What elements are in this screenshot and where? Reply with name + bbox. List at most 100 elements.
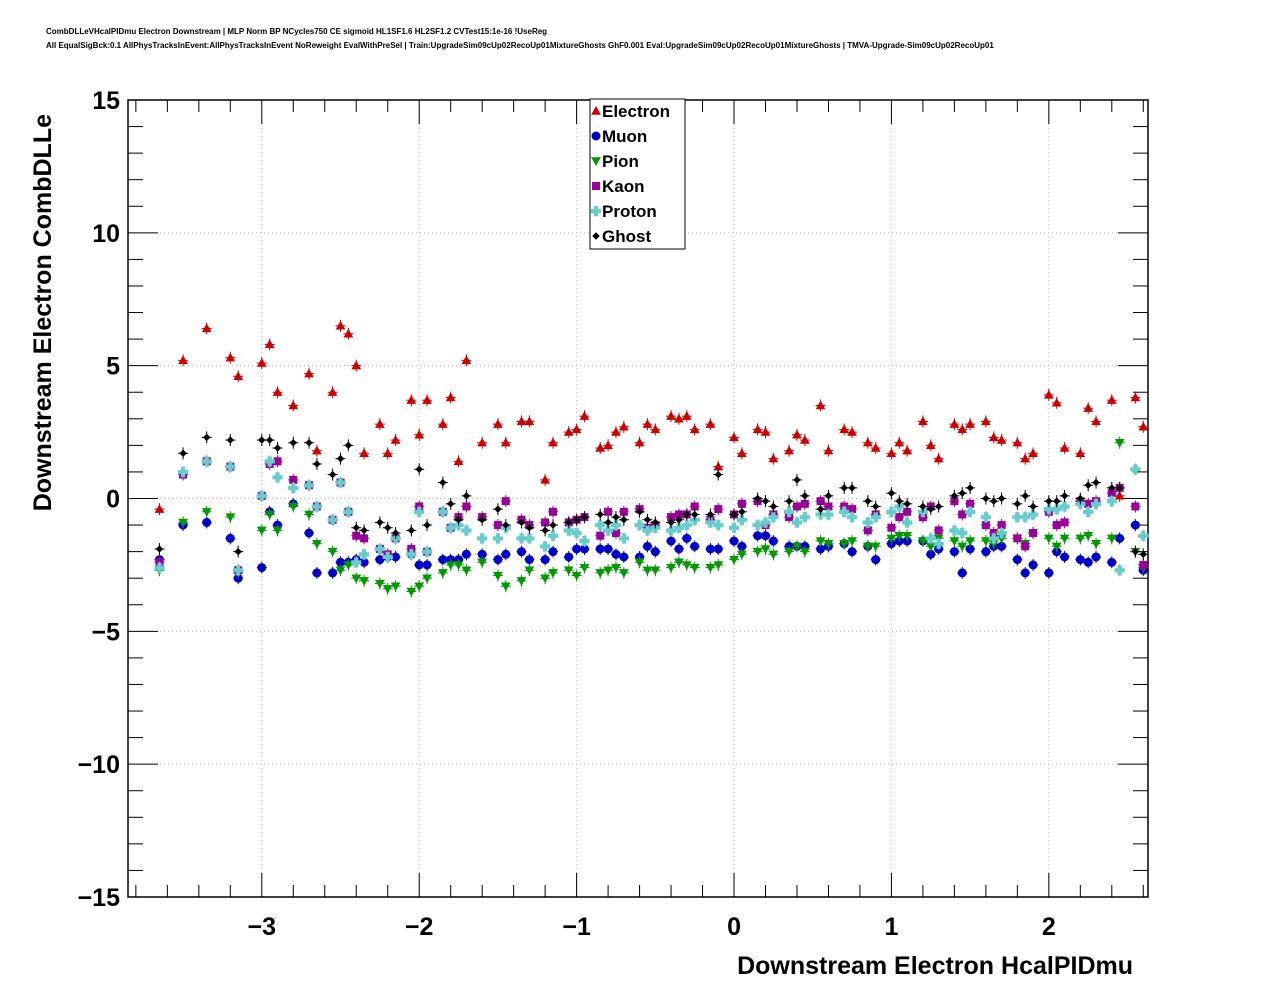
data-point-ghost: [651, 518, 660, 527]
data-point-ghost: [525, 524, 534, 532]
data-point-pion: [390, 582, 401, 592]
data-point-pion: [563, 566, 574, 576]
x-tick-label: 2: [1042, 913, 1056, 941]
data-point-proton: [665, 525, 677, 536]
data-point-pion: [579, 563, 590, 573]
data-point-muon: [650, 547, 660, 557]
data-point-muon: [461, 549, 471, 559]
data-point-proton: [1020, 512, 1031, 523]
data-point-ghost: [903, 500, 911, 508]
data-point-ghost: [258, 436, 266, 444]
data-point-ghost: [714, 470, 722, 479]
data-point-pion: [524, 566, 535, 576]
data-point-electron: [264, 339, 275, 349]
data-point-electron: [760, 427, 771, 436]
data-point-pion: [784, 547, 794, 557]
data-point-electron: [288, 400, 299, 410]
data-point-muon: [705, 544, 715, 554]
data-point-muon: [564, 552, 574, 562]
data-point-muon: [619, 552, 629, 562]
data-point-muon: [713, 544, 723, 554]
data-point-proton: [343, 506, 354, 517]
data-point-electron: [1083, 403, 1094, 412]
data-point-electron: [579, 411, 590, 420]
data-point-proton: [870, 512, 881, 523]
data-point-pion: [957, 542, 968, 552]
data-point-proton: [1138, 530, 1149, 541]
legend-marker-muon: [591, 131, 601, 141]
data-point-electron: [957, 424, 968, 434]
data-point-pion: [815, 537, 826, 547]
data-point-pion: [351, 574, 362, 584]
data-point-ghost: [793, 476, 801, 484]
data-point-ghost: [549, 521, 557, 529]
data-point-proton: [1051, 504, 1062, 515]
data-point-pion: [792, 542, 802, 552]
data-point-pion: [894, 531, 905, 541]
data-point-pion: [406, 587, 417, 597]
data-point-proton: [681, 520, 692, 531]
data-point-electron: [839, 424, 850, 434]
data-point-muon: [682, 533, 692, 543]
data-point-proton: [540, 541, 551, 552]
data-point-electron: [862, 437, 873, 447]
legend-box: [589, 98, 686, 250]
data-point-electron: [493, 419, 503, 428]
data-point-ghost: [565, 518, 573, 527]
data-point-pion: [752, 547, 763, 557]
y-tick-label: −5: [91, 618, 120, 646]
data-point-proton: [492, 533, 504, 544]
data-point-proton: [1090, 498, 1102, 510]
data-point-electron: [611, 427, 621, 436]
data-point-electron: [304, 368, 314, 378]
data-point-pion: [1114, 439, 1125, 448]
data-point-ghost: [305, 439, 313, 447]
data-point-proton: [461, 525, 472, 536]
data-point-ghost: [1115, 484, 1124, 492]
x-tick-label: 1: [884, 913, 898, 941]
data-point-ghost: [612, 513, 620, 521]
data-point-electron: [1106, 395, 1117, 404]
data-point-pion: [1083, 531, 1094, 541]
data-point-muon: [1044, 568, 1054, 578]
data-point-electron: [800, 435, 810, 444]
data-point-muon: [1091, 552, 1101, 562]
data-point-muon: [1075, 555, 1085, 565]
data-point-pion: [264, 510, 275, 520]
data-point-pion: [674, 558, 684, 568]
data-point-ghost: [289, 439, 297, 447]
data-point-ghost: [541, 526, 549, 535]
data-point-electron: [823, 445, 834, 455]
data-point-ghost: [1029, 502, 1037, 511]
data-point-ghost: [502, 521, 510, 529]
data-point-ghost: [769, 502, 778, 511]
data-point-proton: [233, 565, 244, 576]
data-point-muon: [438, 555, 448, 565]
data-point-kaon: [549, 507, 557, 516]
data-point-ghost: [643, 516, 652, 524]
data-point-pion: [500, 582, 511, 592]
data-point-pion: [343, 561, 354, 570]
data-point-muon: [312, 568, 322, 578]
data-point-proton: [516, 533, 527, 544]
data-point-proton: [563, 525, 574, 536]
series-electron: [154, 319, 1149, 516]
data-point-electron: [272, 387, 283, 396]
data-point-pion: [713, 561, 724, 570]
header-line-2: All EqualSigBck:0.1 AllPhysTracksInEvent…: [46, 41, 994, 50]
legend-marker-electron: [591, 105, 601, 115]
data-point-ghost: [1139, 550, 1147, 558]
data-point-pion: [516, 577, 527, 586]
data-point-electron: [784, 445, 794, 455]
data-point-electron: [925, 440, 936, 450]
data-point-proton: [736, 514, 747, 525]
data-point-ghost: [604, 518, 612, 527]
data-point-proton: [784, 506, 795, 517]
data-point-ghost: [1131, 547, 1140, 556]
data-point-kaon: [792, 502, 801, 511]
data-point-muon: [674, 544, 684, 554]
data-point-ghost: [415, 465, 423, 473]
data-point-muon: [328, 568, 338, 578]
data-point-ghost: [753, 494, 762, 503]
